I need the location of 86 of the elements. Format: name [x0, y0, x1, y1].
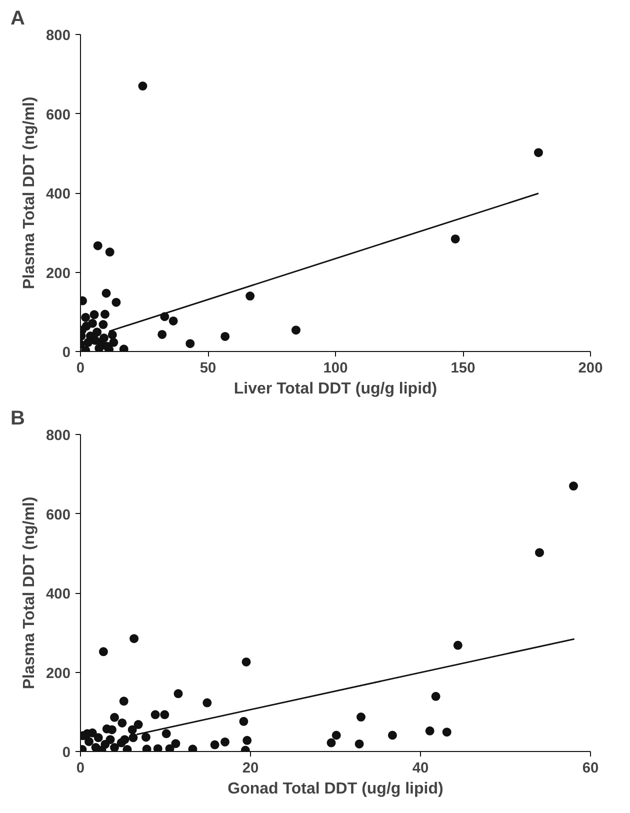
point — [134, 720, 143, 730]
point — [99, 334, 108, 343]
point — [160, 710, 170, 720]
point — [431, 692, 440, 701]
point — [150, 710, 160, 720]
point — [118, 718, 127, 728]
x-tick-label: 20 — [242, 760, 259, 776]
y-tick-label: 200 — [46, 266, 71, 282]
y-tick-label: 600 — [46, 107, 71, 124]
point — [220, 738, 230, 746]
point — [90, 310, 99, 320]
point — [326, 738, 336, 748]
x-tick-label: 100 — [323, 360, 348, 376]
point — [354, 739, 364, 748]
point — [569, 482, 578, 491]
point — [442, 728, 452, 737]
point — [332, 730, 341, 740]
y-tick-label: 0 — [62, 345, 71, 361]
point — [102, 288, 111, 298]
y-tick-label: 400 — [46, 186, 71, 202]
point — [119, 344, 128, 352]
point — [109, 338, 118, 347]
point — [239, 716, 248, 726]
x-tick-label: 0 — [76, 760, 85, 776]
point — [120, 735, 130, 744]
point — [174, 689, 183, 698]
point — [142, 744, 152, 752]
y-tick-label: 200 — [46, 666, 71, 682]
point — [291, 326, 300, 335]
y-axis-title: Plasma Total DDT (ng/ml) — [21, 496, 38, 690]
point — [535, 548, 544, 558]
y-tick-label: 0 — [62, 745, 71, 761]
point — [220, 332, 230, 341]
x-axis-title: Gonad Total DDT (ug/g lipid) — [228, 780, 444, 798]
x-tick-label: 150 — [450, 360, 476, 376]
point — [158, 330, 167, 339]
point — [202, 698, 212, 708]
point — [112, 298, 121, 307]
point — [168, 316, 178, 326]
point — [171, 739, 180, 748]
x-tick-label: 40 — [412, 760, 429, 776]
x-tick-label: 0 — [76, 360, 85, 376]
x-tick-label: 50 — [200, 360, 216, 376]
point — [425, 726, 434, 736]
y-tick-label: 600 — [46, 507, 71, 524]
point — [450, 234, 460, 244]
point — [110, 743, 119, 752]
chart-title: B — [10, 408, 25, 430]
point — [98, 320, 108, 330]
point — [100, 310, 110, 319]
point — [94, 733, 103, 742]
y-tick-label: 400 — [46, 586, 71, 602]
y-tick-label: 800 — [46, 428, 71, 444]
point — [534, 148, 543, 158]
point — [92, 328, 102, 337]
point — [119, 696, 128, 706]
point — [128, 733, 138, 742]
point — [188, 744, 198, 752]
point — [110, 712, 119, 722]
point — [162, 729, 171, 738]
point — [153, 744, 162, 752]
point — [81, 312, 90, 322]
point — [138, 82, 148, 91]
y-tick-label: 800 — [46, 28, 71, 44]
point — [242, 657, 251, 666]
point — [128, 725, 137, 734]
point — [388, 730, 397, 740]
point — [242, 736, 252, 745]
point — [130, 634, 139, 644]
point — [186, 339, 195, 348]
point — [93, 241, 102, 250]
point — [356, 712, 366, 722]
x-axis-title: Liver Total DDT (ug/g lipid) — [234, 380, 438, 398]
point — [210, 740, 220, 750]
chart-title: A — [10, 8, 25, 30]
point — [141, 732, 150, 742]
point — [453, 640, 462, 650]
point — [246, 292, 255, 301]
point — [105, 248, 114, 257]
x-tick-label: 60 — [582, 760, 599, 776]
point — [106, 735, 115, 744]
y-axis-title: Plasma Total DDT (ng/ml) — [21, 96, 38, 290]
point — [84, 737, 94, 746]
x-tick-label: 200 — [578, 360, 603, 376]
point — [165, 744, 174, 752]
point — [98, 647, 108, 656]
